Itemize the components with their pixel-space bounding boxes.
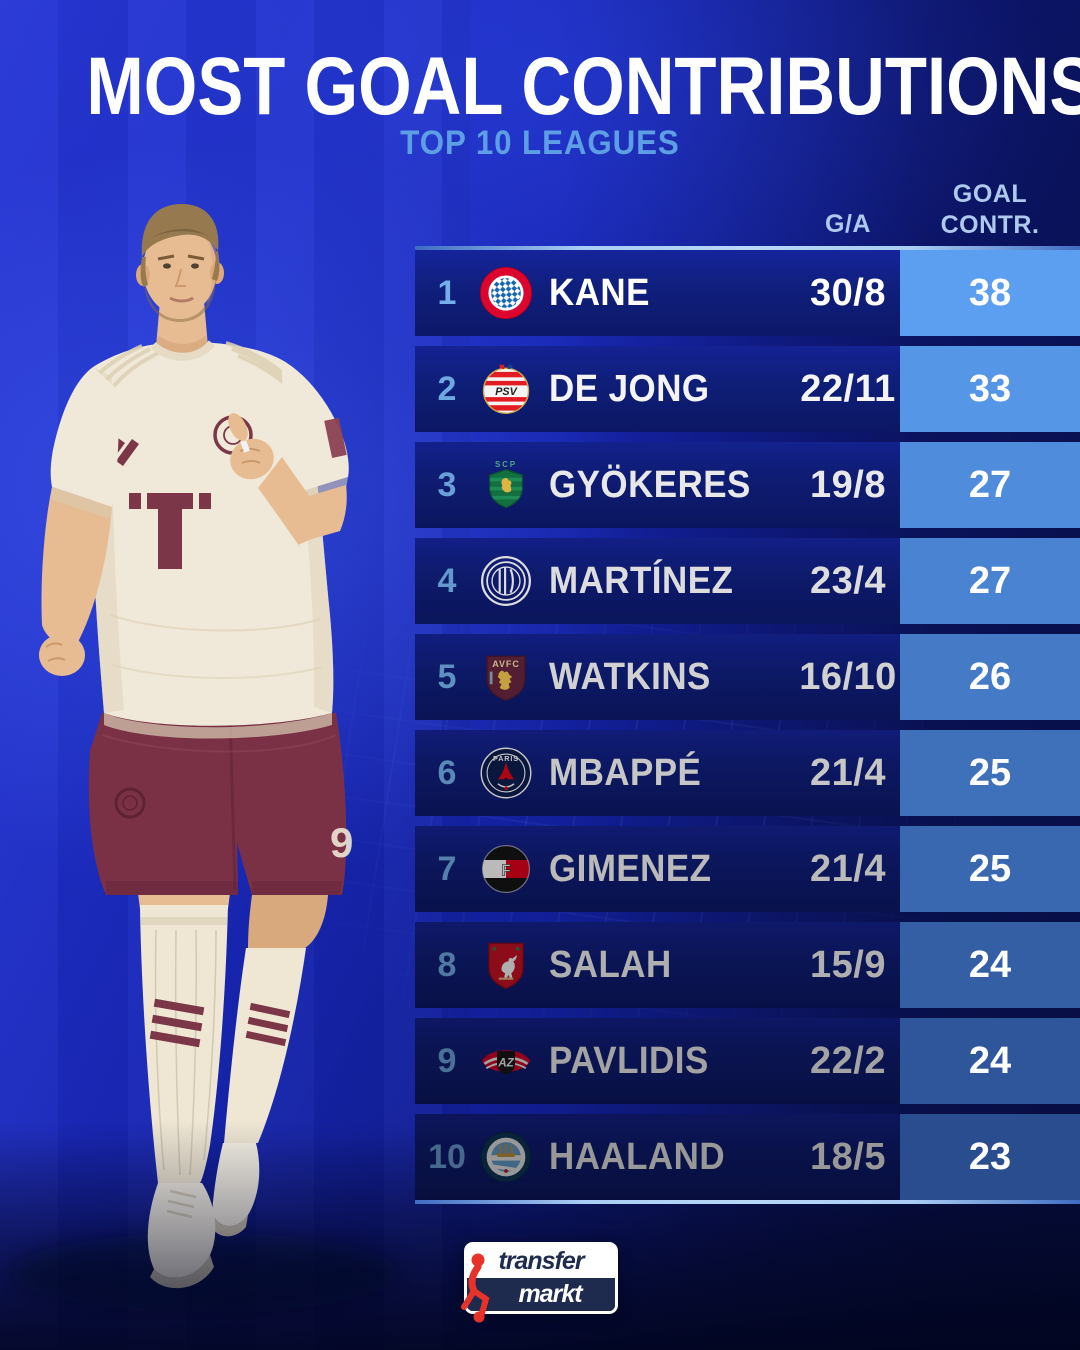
table-row: 8 SALAH 15/9 24 [415,922,1080,1008]
player-name: HAALAND [549,1135,726,1178]
row-main-cell: 9 PAVLIDIS 22/2 [415,1018,900,1104]
rank-number: 2 [437,369,457,408]
rank-number: 10 [428,1137,466,1176]
svg-text:9: 9 [330,819,353,866]
rank-number: 6 [437,753,457,792]
table-row: 2 DE JONG 22/11 33 [415,346,1080,432]
fc-bayern-munich-badge [479,266,533,320]
player-name: DE JONG [549,367,710,410]
az-alkmaar-badge [479,1034,533,1088]
player-name: SALAH [549,943,672,986]
player-name: WATKINS [549,655,711,698]
liverpool-badge [479,938,533,992]
table-row: 5 WATKINS 16/10 26 [415,634,1080,720]
rank-number: 1 [437,273,457,312]
table-bottom-accent-line [415,1200,1080,1204]
column-header-goal-contributions: GOAL CONTR. [900,179,1080,241]
row-main-cell: 4 MARTÍNEZ 23/4 [415,538,900,624]
row-main-cell: 3 GYÖKERES 19/8 [415,442,900,528]
column-header-ga: G/A [825,210,871,238]
goals-assists-value: 21/4 [810,847,886,890]
goals-assists-value: 30/8 [810,271,886,314]
player-name: GIMENEZ [549,847,712,890]
goals-assists-value: 15/9 [810,943,886,986]
goal-contributions-cell: 24 [900,1018,1080,1104]
transfermarkt-logo: transfer markt [461,1242,618,1323]
sporting-cp-badge [479,458,533,512]
rank-number: 9 [437,1041,457,1080]
player-name: MBAPPÉ [549,751,702,794]
page-title: MOST GOAL CONTRIBUTIONS [86,41,1080,132]
table-row: 9 PAVLIDIS 22/2 24 [415,1018,1080,1104]
row-main-cell: 7 GIMENEZ 21/4 [415,826,900,912]
goal-contributions-cell: 38 [900,250,1080,336]
rank-number: 3 [437,465,457,504]
inter-milan-badge [479,554,533,608]
player-name: MARTÍNEZ [549,559,734,602]
player-name: KANE [549,271,650,314]
feyenoord-badge [479,842,533,896]
table-row: 1 KANE 30/8 38 [415,250,1080,336]
paris-saint-germain-badge [479,746,533,800]
goal-contributions-cell: 24 [900,922,1080,1008]
psv-eindhoven-badge [479,362,533,416]
goal-contributions-cell: 25 [900,826,1080,912]
logo-word-markt: markt [518,1280,582,1308]
row-main-cell: 6 MBAPPÉ 21/4 [415,730,900,816]
page-subtitle: TOP 10 LEAGUES [400,124,680,162]
row-main-cell: 1 KANE 30/8 [415,250,900,336]
row-main-cell: 10 HAALAND 18/5 [415,1114,900,1200]
rank-number: 8 [437,945,457,984]
table-row: 10 HAALAND 18/5 23 [415,1114,1080,1200]
goals-assists-value: 16/10 [799,655,897,698]
rank-number: 4 [437,561,457,600]
player-name: PAVLIDIS [549,1039,709,1082]
row-main-cell: 8 SALAH 15/9 [415,922,900,1008]
goals-assists-value: 19/8 [810,463,886,506]
table-row: 7 GIMENEZ 21/4 25 [415,826,1080,912]
column-header-goal-line: GOAL [952,180,1028,208]
row-main-cell: 5 WATKINS 16/10 [415,634,900,720]
goal-contributions-cell: 27 [900,538,1080,624]
aston-villa-badge [479,650,533,704]
goal-contributions-cell: 23 [900,1114,1080,1200]
goal-contributions-cell: 25 [900,730,1080,816]
row-main-cell: 2 DE JONG 22/11 [415,346,900,432]
goals-assists-value: 23/4 [810,559,886,602]
rank-number: 7 [437,849,457,888]
goals-assists-value: 22/11 [800,367,896,410]
goal-contributions-cell: 27 [900,442,1080,528]
table-rows: 1 KANE 30/8 38 2 DE JONG 22/11 33 3 GYÖK… [415,250,1080,1200]
table-row: 6 MBAPPÉ 21/4 25 [415,730,1080,816]
transfermarkt-player-icon [461,1253,490,1323]
column-header-contr-line: CONTR. [940,211,1040,239]
goal-contributions-cell: 33 [900,346,1080,432]
goals-assists-value: 22/2 [810,1039,886,1082]
table-row: 3 GYÖKERES 19/8 27 [415,442,1080,528]
player-name: GYÖKERES [549,463,751,506]
goals-assists-value: 21/4 [810,751,886,794]
logo-word-transfer: transfer [498,1247,584,1275]
goal-contributions-cell: 26 [900,634,1080,720]
rank-number: 5 [437,657,457,696]
manchester-city-badge [479,1130,533,1184]
table-row: 4 MARTÍNEZ 23/4 27 [415,538,1080,624]
goals-assists-value: 18/5 [810,1135,886,1178]
table-top-accent-line [415,246,1080,250]
ranking-table: 1 KANE 30/8 38 2 DE JONG 22/11 33 3 GYÖK… [415,246,1080,1204]
